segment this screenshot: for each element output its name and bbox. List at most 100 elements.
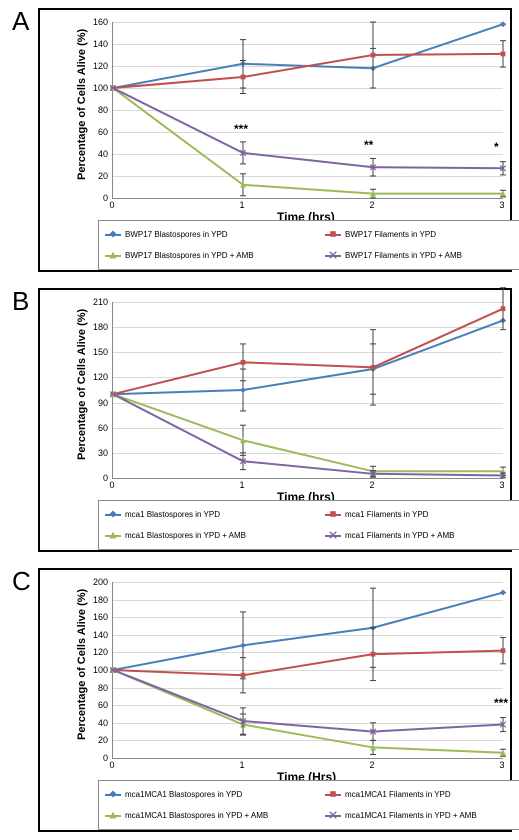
xtick: 0: [102, 200, 122, 210]
marker: [501, 52, 506, 57]
xtick: 2: [362, 200, 382, 210]
series-line: [113, 593, 503, 670]
legend-swatch: [105, 815, 121, 817]
ytick: 100: [86, 83, 108, 93]
legend-swatch: [105, 794, 121, 796]
legend-swatch: [325, 514, 341, 516]
ytick: 140: [86, 630, 108, 640]
legend-marker-icon: [110, 811, 117, 820]
xtick: 1: [232, 760, 252, 770]
legend-label: BWP17 Filaments in YPD: [345, 230, 436, 239]
ytick: 40: [86, 149, 108, 159]
ytick: 180: [86, 595, 108, 605]
xtick: 1: [232, 200, 252, 210]
legend-label: mca1 Blastospores in YPD + AMB: [125, 531, 246, 540]
legend-swatch: [105, 535, 121, 537]
series-line: [113, 24, 503, 88]
ytick: 210: [86, 297, 108, 307]
ytick: 20: [86, 171, 108, 181]
legend-swatch: [105, 514, 121, 516]
legend-label: mca1MCA1 Blastospores in YPD + AMB: [125, 811, 268, 820]
legend-marker-icon: [110, 251, 117, 260]
series-line: [113, 88, 503, 168]
legend-marker-icon: [330, 510, 337, 519]
legend-label: mca1 Filaments in YPD: [345, 510, 428, 519]
legend-item: mca1MCA1 Filaments in YPD: [325, 785, 519, 804]
marker: [371, 365, 376, 370]
legend-label: mca1 Filaments in YPD + AMB: [345, 531, 454, 540]
legend-label: BWP17 Filaments in YPD + AMB: [345, 251, 462, 260]
ytick: 180: [86, 322, 108, 332]
legend-item: BWP17 Filaments in YPD: [325, 225, 519, 244]
legend-swatch: [105, 234, 121, 236]
legend-label: BWP17 Blastospores in YPD + AMB: [125, 251, 254, 260]
legend-marker-icon: [330, 251, 337, 260]
series-line: [113, 670, 503, 753]
panel-label-B: B: [12, 286, 29, 317]
xtick: 3: [492, 760, 512, 770]
plot-area: [112, 22, 503, 199]
ytick: 160: [86, 17, 108, 27]
ytick: 60: [86, 127, 108, 137]
xtick: 2: [362, 480, 382, 490]
legend-marker-icon: [330, 531, 337, 540]
series-line: [113, 670, 503, 732]
significance-annotation: *: [494, 140, 499, 154]
significance-annotation: **: [364, 138, 373, 152]
legend-label: mca1MCA1 Filaments in YPD: [345, 790, 451, 799]
legend-item: mca1 Blastospores in YPD: [105, 505, 325, 524]
legend-item: mca1MCA1 Blastospores in YPD + AMB: [105, 806, 325, 825]
ytick: 40: [86, 718, 108, 728]
marker: [240, 387, 246, 393]
xtick: 0: [102, 480, 122, 490]
ytick: 120: [86, 647, 108, 657]
ylabel: Percentage of Cells Alive (%): [76, 320, 88, 460]
ytick: 200: [86, 577, 108, 587]
panel-C: 0204060801001201401601802000123Percentag…: [38, 568, 512, 832]
ytick: 30: [86, 448, 108, 458]
legend-label: mca1MCA1 Blastospores in YPD: [125, 790, 242, 799]
legend-item: mca1 Blastospores in YPD + AMB: [105, 526, 325, 545]
ylabel: Percentage of Cells Alive (%): [76, 40, 88, 180]
marker: [371, 652, 376, 657]
significance-annotation: ***: [494, 696, 508, 710]
legend-swatch: [325, 815, 341, 817]
chart-svg: [113, 22, 503, 198]
legend-item: mca1 Filaments in YPD: [325, 505, 519, 524]
panel-label-C: C: [12, 566, 31, 597]
legend-swatch: [325, 535, 341, 537]
legend-marker-icon: [330, 811, 337, 820]
plot-area: [112, 582, 503, 759]
legend-label: BWP17 Blastospores in YPD: [125, 230, 228, 239]
marker: [501, 306, 506, 311]
panel-B: 03060901201501802100123Percentage of Cel…: [38, 288, 512, 552]
ylabel: Percentage of Cells Alive (%): [76, 600, 88, 740]
ytick: 160: [86, 612, 108, 622]
marker: [240, 642, 246, 648]
ytick: 60: [86, 700, 108, 710]
series-line: [113, 320, 503, 394]
legend-swatch: [325, 234, 341, 236]
xtick: 0: [102, 760, 122, 770]
legend-marker-icon: [110, 510, 117, 519]
panel-A: 0204060801001201401600123Percentage of C…: [38, 8, 512, 272]
series-line: [113, 651, 503, 676]
plot-area: [112, 302, 503, 479]
legend-swatch: [325, 794, 341, 796]
legend-item: BWP17 Filaments in YPD + AMB: [325, 246, 519, 265]
ytick: 120: [86, 372, 108, 382]
ytick: 140: [86, 39, 108, 49]
panel-label-A: A: [12, 6, 29, 37]
ytick: 150: [86, 347, 108, 357]
legend-item: BWP17 Blastospores in YPD: [105, 225, 325, 244]
chart-svg: [113, 582, 503, 758]
legend-marker-icon: [110, 230, 117, 239]
xtick: 3: [492, 200, 512, 210]
legend-item: mca1 Filaments in YPD + AMB: [325, 526, 519, 545]
marker: [500, 590, 506, 596]
legend-item: BWP17 Blastospores in YPD + AMB: [105, 246, 325, 265]
chart-svg: [113, 302, 503, 478]
series-line: [113, 394, 503, 475]
marker: [241, 673, 246, 678]
legend-marker-icon: [330, 230, 337, 239]
